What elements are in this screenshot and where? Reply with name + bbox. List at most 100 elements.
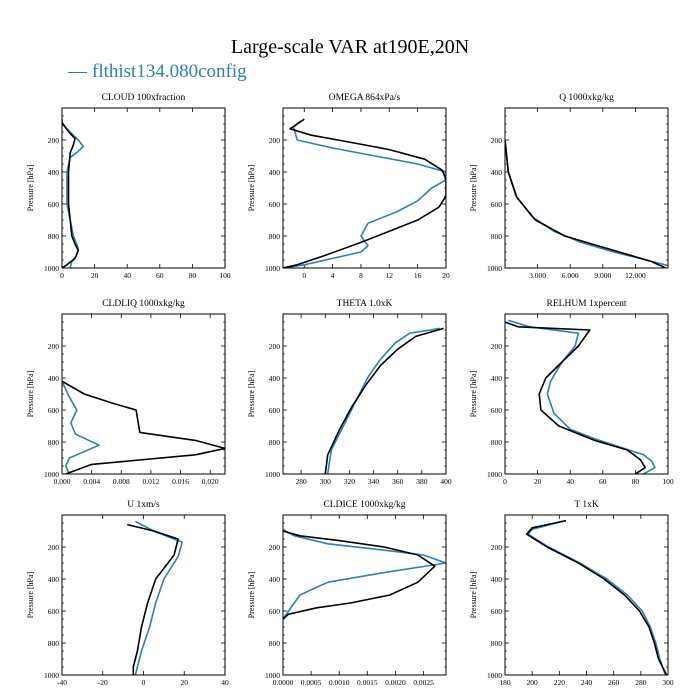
x-tick-label: 40 bbox=[221, 678, 229, 687]
chart-panel-0: CLOUD 100xfraction Pressure [hPa] 0 20 40 60 8… bbox=[26, 92, 231, 280]
y-tick-label: 600 bbox=[491, 607, 503, 616]
x-tick-label: 0 bbox=[60, 271, 64, 280]
panel-title: OMEGA 864xPa/s bbox=[329, 93, 401, 103]
y-tick-label: 600 bbox=[269, 200, 281, 209]
x-tick-label: 340 bbox=[368, 477, 380, 486]
y-tick-label: 800 bbox=[491, 639, 503, 648]
series-line-blue bbox=[505, 139, 668, 267]
y-tick-label: 200 bbox=[491, 342, 503, 351]
y-tick-label: 400 bbox=[48, 374, 60, 383]
x-tick-label: 200 bbox=[527, 678, 539, 687]
x-tick-label: 0.0025 bbox=[413, 678, 434, 687]
y-tick-label: 400 bbox=[491, 374, 503, 383]
x-tick-label: 0.012 bbox=[142, 477, 159, 486]
y-tick-label: 200 bbox=[491, 543, 503, 552]
x-tick-label: 240 bbox=[581, 678, 593, 687]
y-axis-label: Pressure [hPa] bbox=[247, 370, 256, 417]
x-tick-label: 380 bbox=[416, 477, 428, 486]
y-tick-label: 1000 bbox=[44, 671, 59, 680]
plot-frame bbox=[282, 107, 447, 269]
y-tick-label: 1000 bbox=[265, 470, 280, 479]
series-line-black bbox=[62, 380, 225, 474]
panel-title: CLOUD 100xfraction bbox=[102, 92, 186, 103]
x-tick-label: 20 bbox=[91, 271, 99, 280]
series-line-black bbox=[505, 139, 667, 268]
chart-panel-3: CLDLIQ 1000xkg/kg Pressure [hPa] 0.000 0.00… bbox=[26, 299, 226, 486]
y-axis-label: Pressure [hPa] bbox=[26, 164, 35, 211]
panel-title: RELHUM 1xpercent bbox=[547, 299, 627, 309]
y-tick-label: 800 bbox=[491, 438, 503, 447]
plot-frame bbox=[504, 313, 669, 475]
plot-frame bbox=[61, 107, 226, 269]
y-tick-label: 200 bbox=[491, 136, 503, 145]
x-tick-label: 360 bbox=[392, 477, 404, 486]
chart-panel-6: U 1xm/s Pressure [hPa] -40 -20 0 20 40 200 400 60… bbox=[26, 500, 229, 687]
x-tick-label: 3.000 bbox=[529, 271, 546, 280]
x-tick-label: 40 bbox=[123, 271, 131, 280]
x-tick-label: -40 bbox=[57, 678, 67, 687]
panel-title: CLDICE 1000xkg/kg bbox=[323, 500, 405, 510]
chart-panel-1: OMEGA 864xPa/s Pressure [hPa] 0 4 8 12 16 20 200… bbox=[247, 93, 450, 280]
x-tick-label: 280 bbox=[635, 678, 647, 687]
y-tick-label: 600 bbox=[48, 406, 60, 415]
y-tick-label: 800 bbox=[269, 639, 281, 648]
series-line-blue bbox=[527, 520, 667, 675]
x-tick-label: 12 bbox=[386, 271, 394, 280]
series-line-black bbox=[505, 321, 646, 474]
plot-frame bbox=[282, 514, 447, 676]
y-tick-label: 600 bbox=[48, 200, 60, 209]
x-tick-label: 0.0005 bbox=[301, 678, 322, 687]
y-tick-label: 200 bbox=[48, 136, 60, 145]
y-tick-label: 400 bbox=[269, 575, 281, 584]
y-axis-label: Pressure [hPa] bbox=[26, 370, 35, 417]
series-line-blue bbox=[134, 520, 183, 675]
plot-frame bbox=[61, 313, 226, 475]
y-tick-label: 600 bbox=[48, 607, 60, 616]
x-tick-label: 60 bbox=[156, 271, 164, 280]
x-tick-label: 0 bbox=[503, 477, 507, 486]
legend-marker: — bbox=[67, 61, 88, 82]
x-tick-label: 260 bbox=[608, 678, 620, 687]
y-tick-label: 400 bbox=[48, 575, 60, 584]
x-tick-label: 180 bbox=[499, 678, 511, 687]
panel-title: T 1xK bbox=[574, 500, 599, 510]
plot-frame bbox=[282, 313, 447, 475]
y-tick-label: 1000 bbox=[487, 671, 502, 680]
y-tick-label: 800 bbox=[491, 232, 503, 241]
x-tick-label: 0.0015 bbox=[357, 678, 378, 687]
y-tick-label: 1000 bbox=[44, 264, 59, 273]
series-line-black bbox=[283, 530, 436, 620]
x-tick-label: 0.016 bbox=[172, 477, 189, 486]
x-tick-label: 100 bbox=[219, 271, 231, 280]
x-tick-label: 320 bbox=[344, 477, 356, 486]
x-tick-label: 100 bbox=[662, 477, 674, 486]
y-tick-label: 600 bbox=[269, 406, 281, 415]
y-tick-label: 200 bbox=[48, 543, 60, 552]
legend-entry: flthist134.080config bbox=[92, 61, 247, 82]
chart-panel-2: Q 1000xkg/kg Pressure [hPa] 3.000 6.000 9.00… bbox=[469, 93, 669, 280]
x-tick-label: 6.000 bbox=[562, 271, 579, 280]
panel-title: Q 1000xkg/kg bbox=[559, 93, 614, 103]
series-line-black bbox=[324, 327, 444, 474]
chart-panel-4: THETA 1.0xK Pressure [hPa] 280 300 320 340 360… bbox=[247, 299, 452, 486]
x-tick-label: 8 bbox=[359, 271, 363, 280]
x-tick-label: 0.0000 bbox=[273, 678, 294, 687]
y-tick-label: 800 bbox=[48, 639, 60, 648]
x-tick-label: 0 bbox=[302, 271, 306, 280]
series-line-black bbox=[283, 118, 446, 268]
panels: CLOUD 100xfraction Pressure [hPa] 0 20 40 60 8… bbox=[26, 92, 674, 687]
chart-panel-5: RELHUM 1xpercent Pressure [hPa] 0 20 40 60 80 1… bbox=[469, 299, 674, 486]
y-tick-label: 400 bbox=[491, 168, 503, 177]
x-tick-label: 0.020 bbox=[202, 477, 219, 486]
x-tick-label: 60 bbox=[599, 477, 607, 486]
x-tick-label: 9.000 bbox=[594, 271, 611, 280]
y-tick-label: 600 bbox=[269, 607, 281, 616]
plot-frame bbox=[61, 514, 226, 676]
y-tick-label: 400 bbox=[491, 575, 503, 584]
y-tick-label: 400 bbox=[269, 374, 281, 383]
y-tick-label: 1000 bbox=[487, 264, 502, 273]
y-tick-label: 1000 bbox=[265, 671, 280, 680]
series-line-blue bbox=[326, 327, 441, 474]
series-line-black bbox=[525, 519, 668, 675]
y-tick-label: 200 bbox=[269, 543, 281, 552]
